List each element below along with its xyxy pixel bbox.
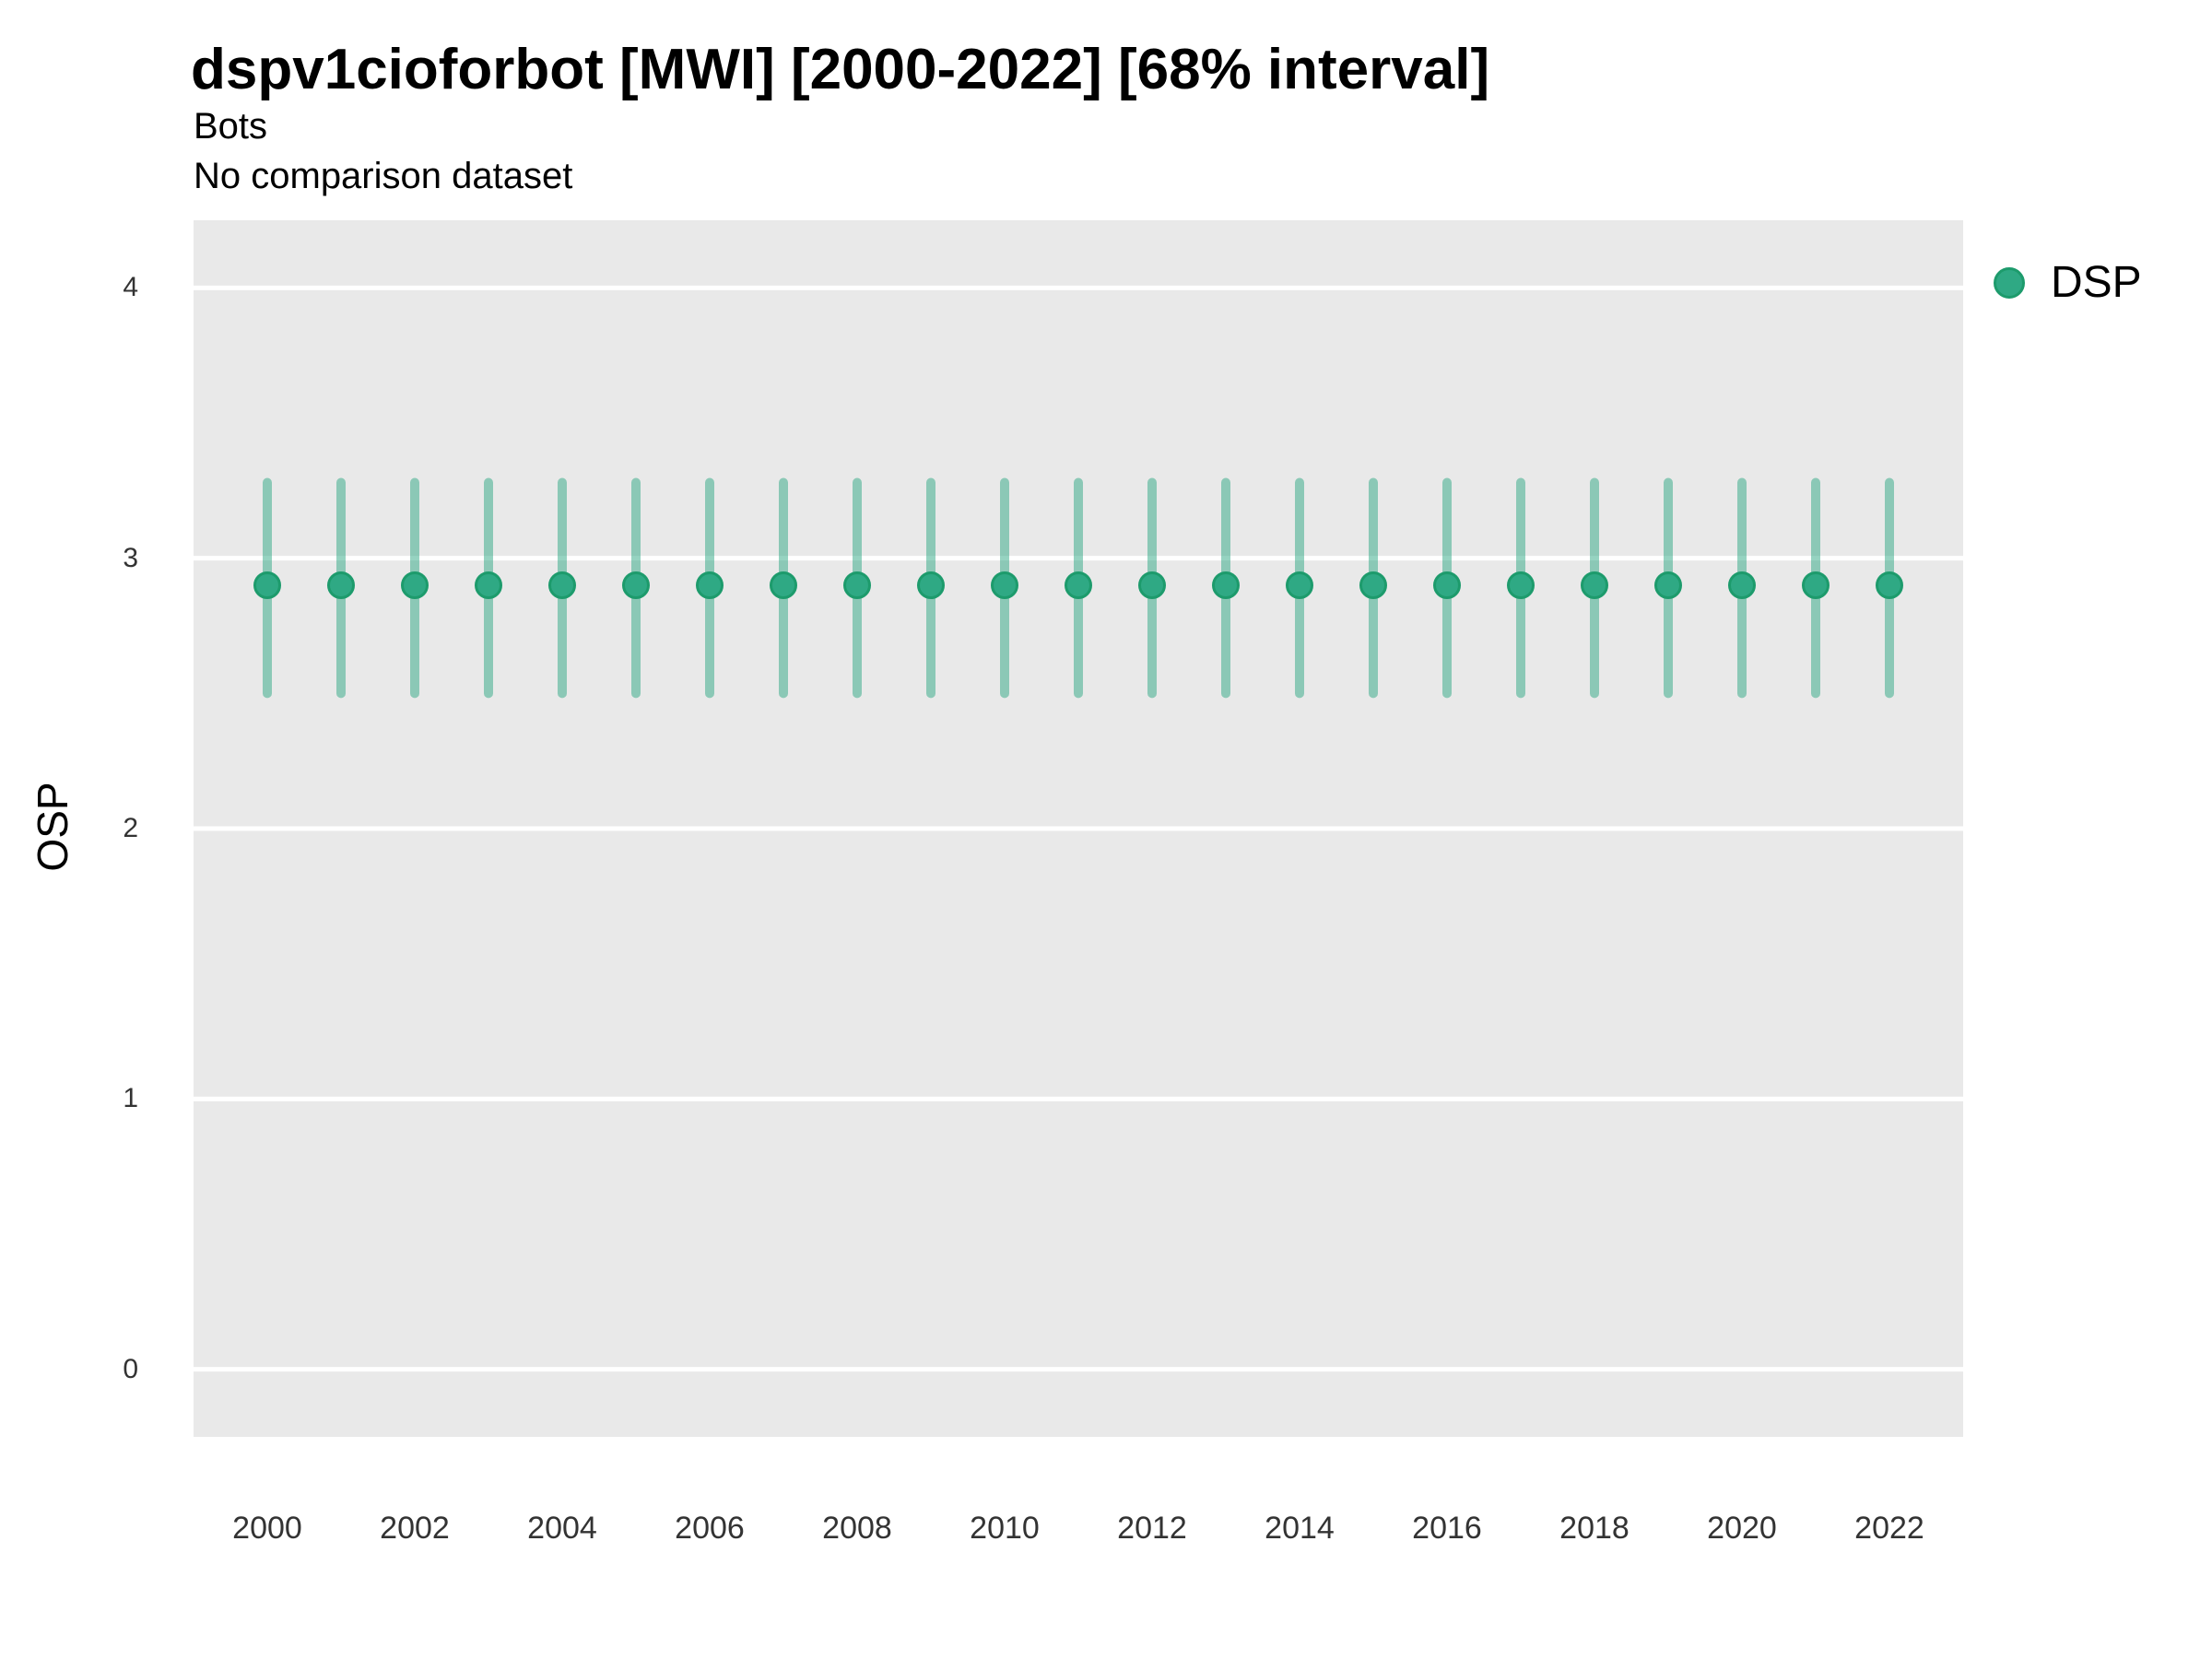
x-tick-label-2016: 2016 [1412, 1511, 1482, 1546]
x-tick-label-2018: 2018 [1559, 1511, 1630, 1546]
legend-circle-icon [1994, 267, 2025, 299]
data-point-2007 [770, 571, 797, 599]
data-point-2008 [843, 571, 871, 599]
x-tick-label-2022: 2022 [1854, 1511, 1924, 1546]
data-point-2009 [917, 571, 945, 599]
x-tick-label-2010: 2010 [970, 1511, 1040, 1546]
data-point-2002 [401, 571, 429, 599]
data-point-2014 [1286, 571, 1313, 599]
data-point-2005 [622, 571, 650, 599]
data-point-2018 [1581, 571, 1608, 599]
data-point-2004 [548, 571, 576, 599]
data-point-2020 [1728, 571, 1756, 599]
data-point-2021 [1802, 571, 1830, 599]
data-point-2012 [1138, 571, 1166, 599]
y-tick-label-0: 0 [123, 1353, 138, 1384]
data-point-2010 [991, 571, 1018, 599]
x-tick-label-2014: 2014 [1265, 1511, 1335, 1546]
plot-area [194, 220, 1963, 1437]
x-tick-label-2006: 2006 [675, 1511, 745, 1546]
data-point-2003 [475, 571, 502, 599]
chart-subtitle-line2: No comparison dataset [194, 156, 573, 196]
data-point-2015 [1359, 571, 1387, 599]
data-point-2016 [1433, 571, 1461, 599]
x-tick-label-2002: 2002 [380, 1511, 450, 1546]
x-tick-label-2000: 2000 [232, 1511, 302, 1546]
x-tick-label-2008: 2008 [822, 1511, 892, 1546]
data-point-2001 [327, 571, 355, 599]
data-point-2013 [1212, 571, 1240, 599]
y-tick-label-4: 4 [123, 272, 138, 303]
y-tick-label-3: 3 [123, 542, 138, 573]
y-tick-label-2: 2 [123, 813, 138, 843]
legend-label: DSP [2051, 258, 2142, 307]
x-tick-label-2012: 2012 [1117, 1511, 1187, 1546]
x-tick-label-2004: 2004 [527, 1511, 597, 1546]
data-point-2011 [1065, 571, 1092, 599]
data-point-2019 [1654, 571, 1682, 599]
y-tick-label-1: 1 [123, 1083, 138, 1114]
data-point-2017 [1507, 571, 1535, 599]
x-tick-label-2020: 2020 [1707, 1511, 1777, 1546]
data-point-2006 [696, 571, 724, 599]
chart-title: dspv1cioforbot [MWI] [2000-2022] [68% in… [191, 38, 1490, 101]
data-point-2022 [1876, 571, 1903, 599]
legend: DSP [1994, 261, 2142, 305]
chart-subtitle: Bots [194, 106, 268, 147]
data-point-2000 [253, 571, 281, 599]
